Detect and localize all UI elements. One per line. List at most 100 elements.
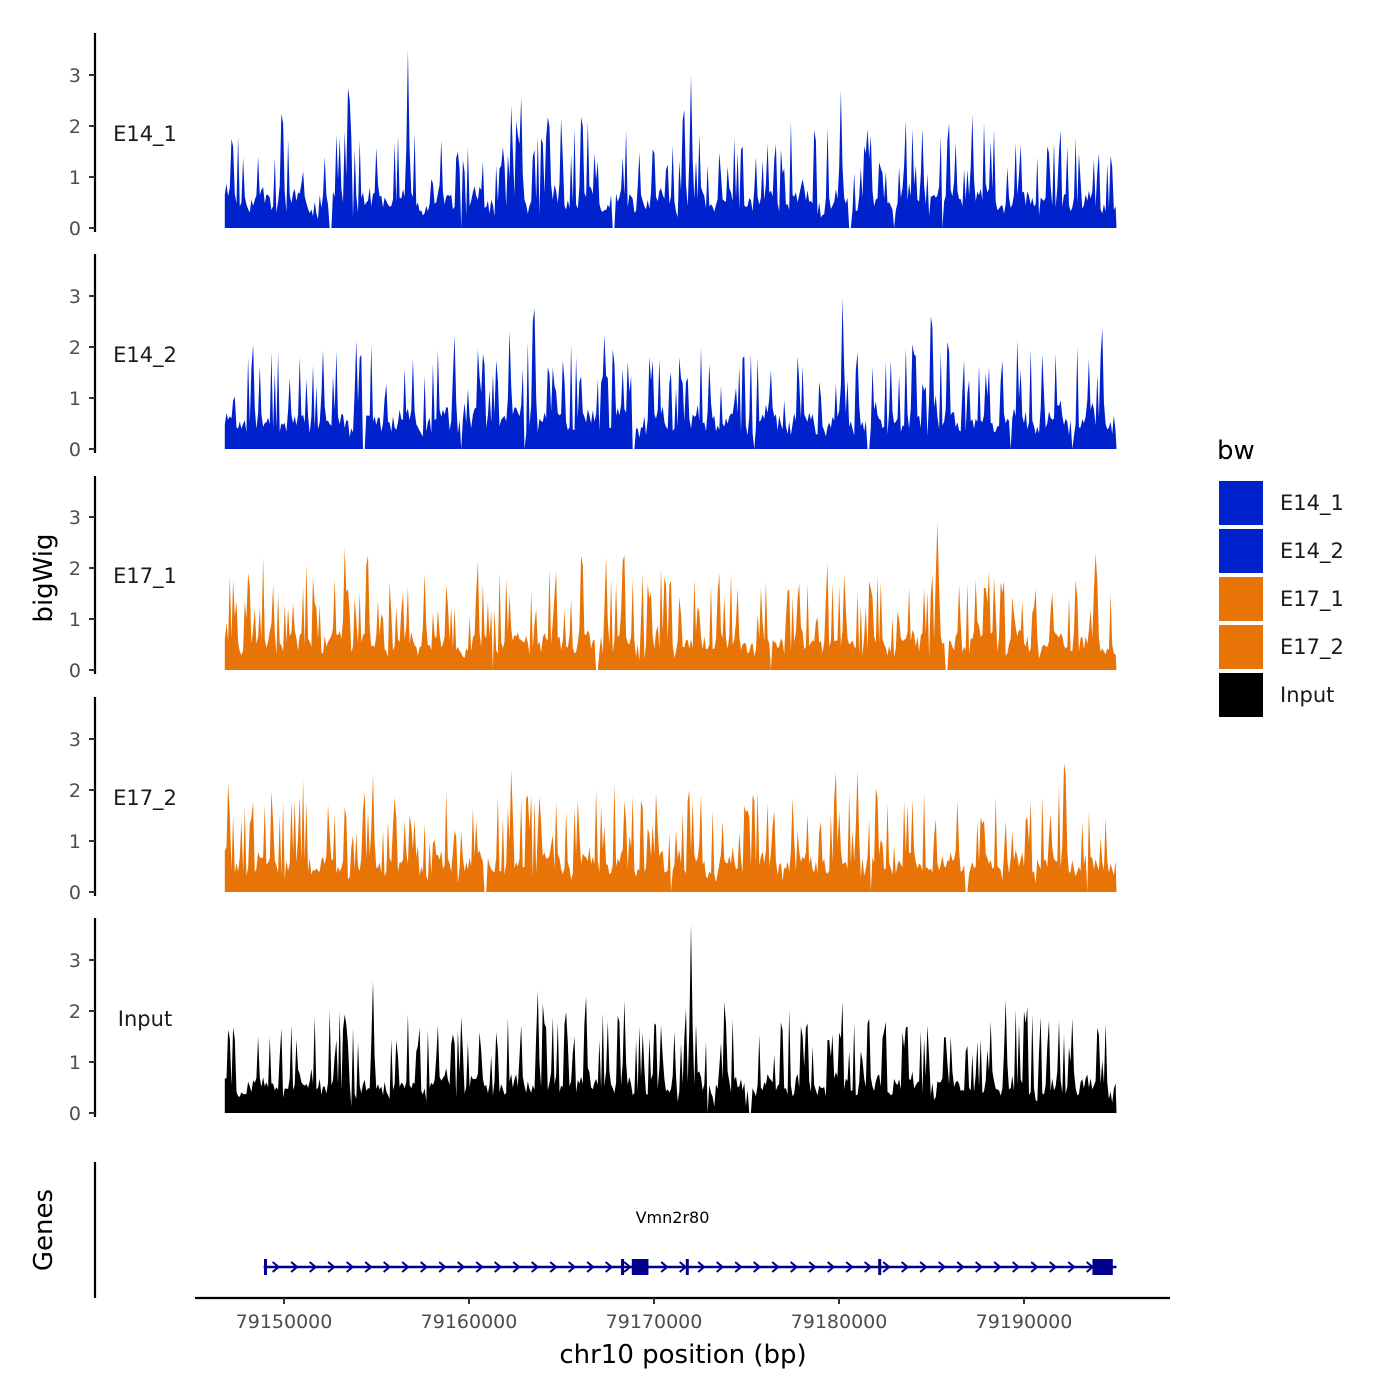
- strand-arrow: [864, 1261, 873, 1273]
- strand-arrow: [531, 1261, 540, 1273]
- x-axis: 79150000 79160000 79170000 79180000 79190000…: [195, 1296, 1170, 1370]
- legend-label: E17_1: [1280, 587, 1344, 612]
- legend-item-e14-1: E14_1: [1219, 481, 1344, 525]
- strand-arrow: [290, 1261, 299, 1273]
- gene-label: Vmn2r80: [636, 1208, 710, 1227]
- y-tick-label: 3: [69, 286, 81, 308]
- coverage-area-input: [224, 924, 1117, 1113]
- strand-arrow: [808, 1261, 817, 1273]
- strand-arrow: [975, 1261, 984, 1273]
- strand-arrow: [697, 1261, 706, 1273]
- legend-item-e17-2: E17_2: [1219, 625, 1344, 669]
- y-tick-label: 2: [69, 780, 81, 802]
- strand-arrow: [660, 1261, 669, 1273]
- x-ticks: 79150000 79160000 79170000 79180000 79190000: [236, 1298, 1073, 1333]
- strand-arrow: [716, 1261, 725, 1273]
- y-tick-label: 3: [69, 65, 81, 87]
- x-tick-label: 79170000: [606, 1311, 703, 1333]
- strand-arrow: [771, 1261, 780, 1273]
- coverage-area-e14-1: [224, 49, 1117, 228]
- y-tick-label: 0: [69, 1103, 81, 1125]
- y-tick-label: 3: [69, 729, 81, 751]
- strand-arrow: [753, 1261, 762, 1273]
- legend-swatch: [1219, 481, 1263, 525]
- strand-arrow: [494, 1261, 503, 1273]
- strand-arrow: [309, 1261, 318, 1273]
- strand-arrow: [438, 1261, 447, 1273]
- strand-arrow: [993, 1261, 1002, 1273]
- track-label: E14_2: [113, 343, 177, 368]
- track-label: E17_2: [113, 786, 177, 811]
- y-tick-label: 0: [69, 660, 81, 682]
- legend-item-e14-2: E14_2: [1219, 529, 1344, 573]
- legend-item-e17-1: E17_1: [1219, 577, 1344, 621]
- y-tick-label: 2: [69, 337, 81, 359]
- strand-arrow: [901, 1261, 910, 1273]
- strand-arrow: [586, 1261, 595, 1273]
- strand-arrow: [383, 1261, 392, 1273]
- coverage-area-e17-2: [224, 762, 1117, 892]
- legend-title: bw: [1217, 436, 1255, 466]
- strand-arrow: [679, 1261, 688, 1273]
- strand-arrow: [1067, 1261, 1076, 1273]
- legend-swatch: [1219, 529, 1263, 573]
- exon: [1092, 1259, 1113, 1275]
- y-tick-label: 1: [69, 388, 81, 410]
- gene-body: Vmn2r80: [263, 1208, 1117, 1275]
- legend: bw E14_1 E14_2 E17_1 E17_2 Input: [1217, 436, 1344, 717]
- strand-arrow: [512, 1261, 521, 1273]
- strand-arrow: [272, 1261, 281, 1273]
- strand-arrow: [420, 1261, 429, 1273]
- strand-arrow: [346, 1261, 355, 1273]
- y-tick-label: 1: [69, 1052, 81, 1074]
- track-e17-1: 0 1 2 3 E17_1: [69, 476, 1117, 682]
- strand-arrow: [956, 1261, 965, 1273]
- strand-arrow: [475, 1261, 484, 1273]
- strand-arrow: [827, 1261, 836, 1273]
- legend-swatch: [1219, 577, 1263, 621]
- x-tick-label: 79180000: [791, 1311, 888, 1333]
- legend-swatch: [1219, 625, 1263, 669]
- track-e17-2: 0 1 2 3 E17_2: [69, 697, 1117, 904]
- legend-items: E14_1 E14_2 E17_1 E17_2 Input: [1219, 481, 1344, 717]
- strand-arrow: [1030, 1261, 1039, 1273]
- y-tick-label: 2: [69, 1001, 81, 1023]
- track-input: 0 1 2 3 Input: [69, 918, 1117, 1125]
- exon: [631, 1259, 649, 1275]
- strand-arrow: [549, 1261, 558, 1273]
- legend-label: E14_2: [1280, 539, 1344, 564]
- strand-arrow: [605, 1261, 614, 1273]
- strand-arrow: [623, 1261, 632, 1273]
- legend-label: E14_1: [1280, 491, 1344, 516]
- x-tick-label: 79190000: [976, 1311, 1073, 1333]
- y-tick-label: 3: [69, 507, 81, 529]
- y-tick-label: 2: [69, 558, 81, 580]
- strand-arrow: [1049, 1261, 1058, 1273]
- track-label: E14_1: [113, 122, 177, 147]
- y-tick-label: 0: [69, 218, 81, 240]
- strand-arrow: [734, 1261, 743, 1273]
- strand-arrow: [327, 1261, 336, 1273]
- track-e14-2: 0 1 2 3 E14_2: [69, 254, 1117, 461]
- strand-arrow: [882, 1261, 891, 1273]
- legend-swatch: [1219, 673, 1263, 717]
- strand-arrow: [364, 1261, 373, 1273]
- strand-arrow: [845, 1261, 854, 1273]
- x-axis-title: chr10 position (bp): [559, 1340, 806, 1370]
- strand-arrow: [1012, 1261, 1021, 1273]
- track-e14-1: 0 1 2 3 E14_1: [69, 33, 1117, 240]
- y-tick-label: 1: [69, 609, 81, 631]
- genes-axis-title: Genes: [29, 1189, 59, 1271]
- tracks-layer: 0 1 2 3 E14_1 0 1 2 3 E14_2 0 1 2 3 E17_1 0 1 2 3 E17_2 0 1 2 3…: [69, 33, 1117, 1125]
- strand-arrow: [568, 1261, 577, 1273]
- strand-arrow: [790, 1261, 799, 1273]
- strand-arrow: [457, 1261, 466, 1273]
- y-tick-label: 0: [69, 882, 81, 904]
- track-label: E17_1: [113, 564, 177, 589]
- strand-arrow: [938, 1261, 947, 1273]
- y-tick-label: 2: [69, 116, 81, 138]
- coverage-area-e14-2: [224, 297, 1117, 449]
- y-tick-label: 1: [69, 831, 81, 853]
- coverage-area-e17-1: [224, 521, 1117, 670]
